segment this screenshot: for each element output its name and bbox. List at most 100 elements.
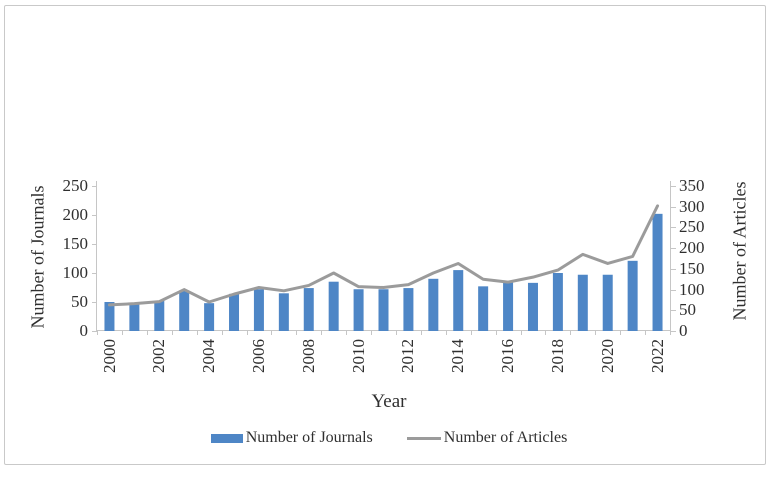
left-tick-label-50: 50 [71,292,88,311]
articles-line [107,204,660,307]
right-tick-250 [671,227,676,229]
x-label-2012: 2012 [398,339,418,373]
x-tick-20 [595,331,597,335]
right-tick-50 [671,310,676,312]
bar-2006 [253,289,264,331]
bar-2005 [229,293,240,331]
plot-svg [104,204,663,331]
right-tick-label-50: 50 [679,300,696,320]
right-tick-200 [671,248,676,250]
legend-item-articles: Number of Articles [406,429,568,447]
x-label-2014: 2014 [448,339,468,373]
x-tick-4 [196,331,198,335]
x-label-2006: 2006 [248,339,268,373]
right-tick-100 [671,289,676,291]
bar-2021 [627,260,638,331]
bar-2020 [602,274,613,331]
bar-2007 [278,293,289,331]
x-label-2008: 2008 [298,339,318,373]
bar-2003 [179,290,190,331]
x-tick-11 [371,331,372,335]
right-tick-label-350: 350 [679,176,705,195]
x-tick-7 [271,331,273,335]
bar-2001 [129,302,140,331]
bar-2022 [652,213,663,331]
right-tick-150 [671,268,676,270]
bar-2012 [403,288,414,331]
bar-2018 [552,273,563,331]
legend-item-journals: Number of Journals [210,429,373,447]
x-tick-2 [146,331,148,335]
x-label-2004: 2004 [199,339,219,373]
left-tick-label-200: 200 [62,205,89,224]
x-tick-18 [545,331,547,335]
x-tick-19 [570,331,572,335]
bar-2000 [104,302,115,331]
x-tick-0 [97,331,98,335]
x-tick-9 [321,331,323,335]
right-tick-label-150: 150 [679,258,705,278]
left-tick-label-100: 100 [62,263,89,282]
x-label-2020: 2020 [597,339,617,373]
x-tick-21 [620,331,622,335]
left-tick-150 [92,244,97,245]
x-tick-5 [221,331,223,335]
bar-2013 [428,278,439,331]
bar-2008 [303,288,314,331]
x-tick-14 [445,331,447,335]
figure-border [4,5,766,465]
x-tick-23 [670,331,671,335]
x-axis-title: Year [371,391,407,412]
bar-2002 [154,300,165,331]
left-tick-200 [92,215,97,216]
x-tick-22 [645,331,647,335]
right-tick-label-250: 250 [679,217,705,237]
x-tick-12 [396,331,397,335]
right-tick-label-0: 0 [679,321,688,340]
bar-2009 [328,281,339,331]
bar-2010 [353,289,364,331]
bar-2014 [453,270,464,331]
left-tick-0 [92,331,97,332]
left-tick-label-150: 150 [62,234,89,253]
left-tick-label-0: 0 [79,321,89,340]
right-tick-label-300: 300 [679,196,705,216]
right-tick-label-100: 100 [679,279,705,299]
right-axis-title: Number of Articles [729,181,750,321]
bar-2015 [478,286,489,331]
legend-bar-swatch [210,433,243,443]
bar-2019 [577,274,588,331]
bar-2017 [527,282,538,331]
x-tick-17 [520,331,522,335]
x-label-2022: 2022 [647,339,667,373]
bar-2011 [378,289,389,331]
x-tick-3 [171,331,173,335]
right-tick-300 [671,206,676,208]
left-tick-50 [92,302,97,303]
x-label-2018: 2018 [547,339,567,373]
right-tick-label-200: 200 [679,238,705,258]
legend: Number of Journals Number of Articles [0,429,778,447]
x-tick-13 [420,331,422,335]
left-tick-100 [92,273,97,274]
x-tick-6 [246,331,248,335]
legend-line-swatch [406,436,441,440]
bar-2016 [503,281,514,331]
x-tick-15 [470,331,472,335]
x-tick-8 [296,331,298,335]
x-tick-1 [121,331,123,335]
left-tick-label-250: 250 [62,176,89,195]
legend-articles-label: Number of Articles [443,429,568,446]
bar-2004 [204,303,215,331]
right-tick-350 [671,186,676,187]
x-tick-10 [346,331,348,335]
x-label-2010: 2010 [348,339,368,373]
left-tick-250 [92,186,97,187]
legend-journals-label: Number of Journals [245,429,373,446]
x-tick-16 [495,331,497,335]
x-label-2016: 2016 [498,339,518,373]
x-label-2002: 2002 [149,339,169,373]
x-label-2000: 2000 [99,339,119,373]
right-tick-0 [671,331,676,332]
